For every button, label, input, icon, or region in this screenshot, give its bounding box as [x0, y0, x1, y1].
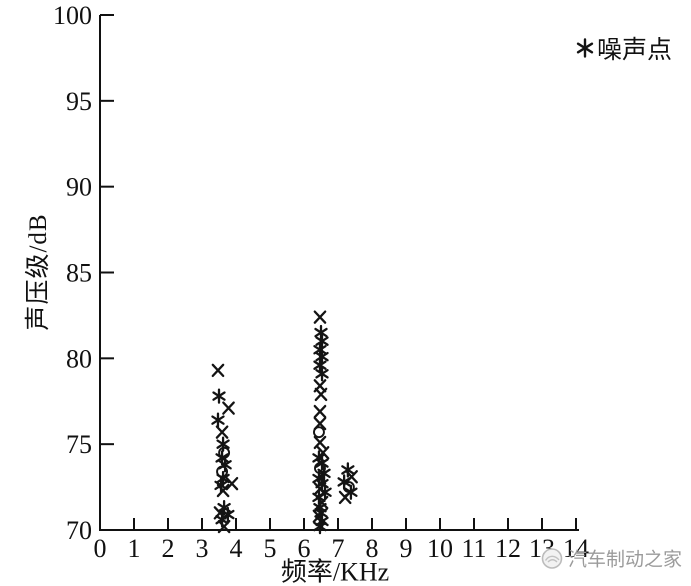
x-marker: [345, 470, 358, 484]
x-tick-label: 2: [162, 534, 175, 563]
x-marker: [313, 404, 327, 419]
x-tick-label: 8: [366, 534, 379, 563]
x-tick-label: 9: [400, 534, 413, 563]
x-marker: [213, 506, 227, 520]
asterisk-marker: [212, 388, 226, 404]
x-tick-label: 12: [495, 534, 521, 563]
x-tick-label: 11: [461, 534, 486, 563]
y-tick-label: 70: [66, 516, 92, 545]
x-tick-label: 1: [128, 534, 141, 563]
x-tick-label: 6: [298, 534, 311, 563]
y-tick-label: 100: [53, 1, 92, 30]
watermark-text: 汽车制动之家: [568, 549, 683, 571]
x-tick-label: 10: [427, 534, 453, 563]
x-marker: [314, 387, 328, 402]
circle-marker: [314, 462, 326, 475]
x-marker: [315, 495, 329, 510]
x-tick-label: 14: [563, 534, 589, 563]
x-marker: [316, 446, 330, 460]
x-tick-label: 7: [332, 534, 345, 563]
asterisk-marker-icon: [576, 38, 594, 58]
x-marker: [313, 435, 327, 450]
legend: 噪声点: [574, 30, 672, 66]
x-marker: [217, 519, 231, 534]
x-tick-label: 0: [94, 534, 107, 563]
asterisk-marker: [211, 412, 225, 428]
x-marker: [338, 490, 352, 505]
watermark-logo-icon: [541, 547, 563, 569]
x-marker: [215, 425, 229, 439]
y-tick-label: 95: [66, 87, 92, 116]
x-tick-label: 5: [264, 534, 277, 563]
legend-label: 噪声点: [597, 37, 673, 64]
asterisk-marker: [315, 366, 329, 382]
y-tick-label: 75: [66, 430, 92, 459]
asterisk-marker: [313, 518, 327, 535]
x-marker: [313, 482, 327, 496]
circle-marker: [313, 426, 325, 439]
y-tick-label: 80: [66, 344, 92, 373]
x-marker: [225, 476, 239, 491]
x-marker: [211, 363, 225, 378]
x-axis-title: 频率/KHz: [280, 557, 390, 586]
asterisk-marker: [315, 348, 329, 365]
x-tick-label: 3: [196, 534, 209, 563]
x-marker: [216, 483, 230, 498]
circle-marker: [218, 446, 231, 459]
circle-marker: [216, 465, 229, 478]
x-marker: [313, 310, 327, 324]
x-tick-label: 4: [230, 534, 243, 563]
y-tick-label: 85: [66, 259, 92, 288]
circle-marker: [342, 481, 355, 494]
axis-spines: [99, 15, 579, 531]
y-tick-label: 90: [66, 173, 92, 202]
x-marker: [312, 509, 326, 523]
watermark: 汽车制动之家: [540, 545, 682, 572]
y-axis-title: 声压级/dB: [25, 213, 52, 331]
asterisk-marker: [313, 357, 327, 373]
x-marker: [222, 401, 235, 415]
asterisk-marker: [315, 333, 329, 349]
